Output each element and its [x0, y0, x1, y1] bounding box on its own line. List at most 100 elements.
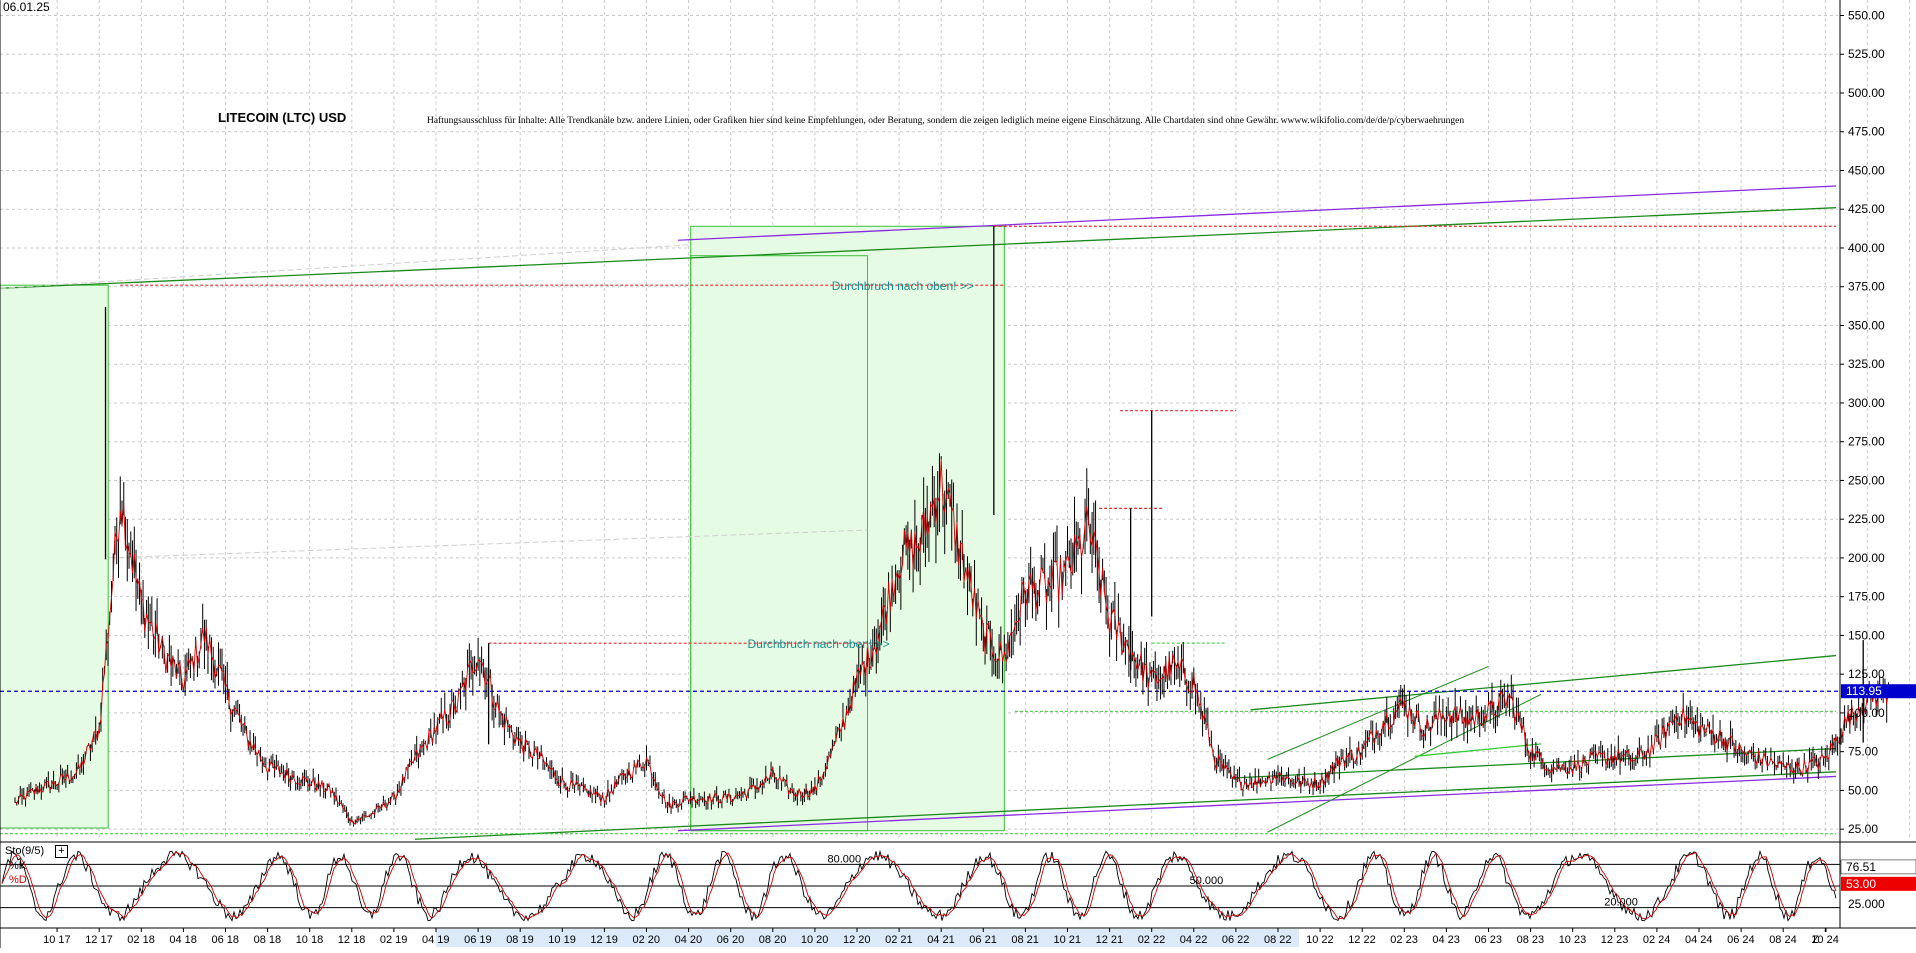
channel-2023-upper — [1267, 665, 1489, 760]
trend-line-2023-top — [1250, 654, 1837, 711]
price-axis-label: 300.00 — [1848, 396, 1885, 410]
stochastic-level-label: 50.000 — [1190, 875, 1224, 887]
time-axis-label: 12 23 — [1601, 934, 1629, 946]
time-axis-label: 02 24 — [1643, 934, 1671, 946]
time-axis-label: 02 19 — [380, 934, 408, 946]
price-axis-label: 475.00 — [1848, 125, 1885, 139]
time-axis-label: 04 19 — [422, 934, 450, 946]
time-axis: 10 17 12 17 02 18 04 18 06 18 08 18 10 18 12 18… — [43, 928, 1839, 947]
trend-line-faint-mid — [109, 529, 868, 559]
price-axis-label: 250.00 — [1848, 473, 1885, 487]
price-axis-label: 525.00 — [1848, 47, 1885, 61]
chart-date: 06.01.25 — [3, 0, 50, 14]
trend-line-faint — [0, 244, 689, 289]
time-axis-label: 12 17 — [85, 934, 113, 946]
price-axis-label: 350.00 — [1848, 318, 1885, 332]
time-axis-label: 12 18 — [338, 934, 366, 946]
stochastic-axis-label: 25.000 — [1848, 897, 1885, 911]
time-axis-label: 08 21 — [1011, 934, 1039, 946]
time-axis-label: 10 17 — [43, 934, 71, 946]
time-axis-label: 10 21 — [1054, 934, 1082, 946]
time-axis-label: 06 24 — [1727, 934, 1755, 946]
time-axis-label: 02 22 — [1138, 934, 1166, 946]
zone-2020-inner — [690, 255, 869, 832]
price-axis-label: 325.00 — [1848, 357, 1885, 371]
stochastic-pane: 80.000 50.000 20.000 25.000 76.51 53.00 — [0, 849, 1916, 922]
time-axis-label: 02 21 — [885, 934, 913, 946]
stochastic-expand-button[interactable]: + — [55, 845, 68, 858]
price-candles — [14, 226, 1889, 827]
time-axis-label: 12 22 — [1348, 934, 1376, 946]
time-axis-label: 04 21 — [927, 934, 955, 946]
price-axis-label: 125.00 — [1848, 667, 1885, 681]
stochastic-level-label: 20.000 — [1604, 897, 1638, 909]
time-axis-label: 02 20 — [633, 934, 661, 946]
price-axis-label: 275.00 — [1848, 435, 1885, 449]
time-axis-label: 06 22 — [1222, 934, 1250, 946]
stochastic-label: Sto(9/5) — [5, 845, 45, 857]
price-axis-label: 200.00 — [1848, 551, 1885, 565]
time-axis-label: 04 23 — [1432, 934, 1460, 946]
price-axis-label: 50.00 — [1848, 783, 1878, 797]
support-2023 — [1414, 743, 1542, 757]
disclaimer-text: Haftungsausschluss für Inhalte: Alle Tre… — [427, 116, 1465, 126]
trend-line-upper-purple — [678, 185, 1837, 241]
time-axis-label: 06 20 — [717, 934, 745, 946]
current-price-tag — [1841, 684, 1916, 699]
chart-title: LITECOIN (LTC) USD — [218, 110, 347, 125]
current-price-value: 113.95 — [1846, 684, 1882, 698]
price-line — [14, 458, 1889, 826]
time-axis-label: Z — [1812, 934, 1819, 946]
time-axis-label: 10 20 — [801, 934, 829, 946]
time-axis-label: 04 24 — [1685, 934, 1713, 946]
zone-2017 — [0, 284, 109, 829]
time-axis-label: 12 19 — [590, 934, 618, 946]
time-axis-label: 02 18 — [127, 934, 155, 946]
time-axis-label: 08 20 — [759, 934, 787, 946]
stochastic-k-tag — [1840, 859, 1916, 875]
price-axis-label: 225.00 — [1848, 512, 1885, 526]
stochastic-d-label: %D — [9, 874, 27, 886]
time-axis-label: 08 19 — [506, 934, 534, 946]
price-axis-label: 25.00 — [1848, 822, 1878, 836]
annotation-breakout-2020: Durchbruch nach oben! >> — [748, 637, 890, 651]
price-axis-label: 425.00 — [1848, 202, 1885, 216]
time-axis-label: 04 22 — [1180, 934, 1208, 946]
time-axis-label: 08 24 — [1769, 934, 1797, 946]
annotations: Durchbruch nach oben! >> Durchbruch nach … — [748, 279, 974, 651]
time-axis-label: 10 18 — [296, 934, 324, 946]
price-axis-label: 500.00 — [1848, 86, 1885, 100]
time-axis-label: 10 23 — [1559, 934, 1587, 946]
annotation-breakout-2021: Durchbruch nach oben! >> — [832, 279, 974, 293]
price-axis: 550.00 525.00 500.00 475.00 450.00 425.00 400.… — [1839, 0, 1916, 928]
stochastic-d-value: 53.00 — [1846, 877, 1876, 891]
time-axis-label: 10 19 — [548, 934, 576, 946]
trend-line-lower — [414, 771, 1837, 840]
price-axis-label: 100.00 — [1848, 706, 1885, 720]
stochastic-d-line — [1, 852, 1837, 920]
time-axis-label: 04 20 — [675, 934, 703, 946]
time-axis-label: 04 18 — [169, 934, 197, 946]
price-axis-label: 400.00 — [1848, 241, 1885, 255]
stochastic-k-value: 76.51 — [1846, 860, 1876, 874]
price-axis-label: 175.00 — [1848, 590, 1885, 604]
time-axis-label: 08 22 — [1264, 934, 1292, 946]
time-axis-label: 06 18 — [212, 934, 240, 946]
time-axis-label: 12 21 — [1096, 934, 1124, 946]
highlight-zones — [0, 225, 1005, 832]
trend-line-lower-purple — [678, 775, 1837, 832]
time-axis-label: 08 18 — [254, 934, 282, 946]
time-axis-label: 08 23 — [1517, 934, 1545, 946]
price-axis-label: 75.00 — [1848, 745, 1878, 759]
time-axis-label: 02 23 — [1390, 934, 1418, 946]
time-axis-label: 12 20 — [843, 934, 871, 946]
stochastic-k-label: %K — [9, 860, 27, 872]
time-axis-label: 10 24 — [1811, 934, 1839, 946]
time-axis-label: 06 19 — [464, 934, 492, 946]
price-axis-label: 450.00 — [1848, 163, 1885, 177]
price-axis-label: 375.00 — [1848, 280, 1885, 294]
stochastic-d-tag — [1841, 876, 1916, 891]
time-axis-highlight — [436, 929, 1300, 947]
price-axis-label: 150.00 — [1848, 628, 1885, 642]
